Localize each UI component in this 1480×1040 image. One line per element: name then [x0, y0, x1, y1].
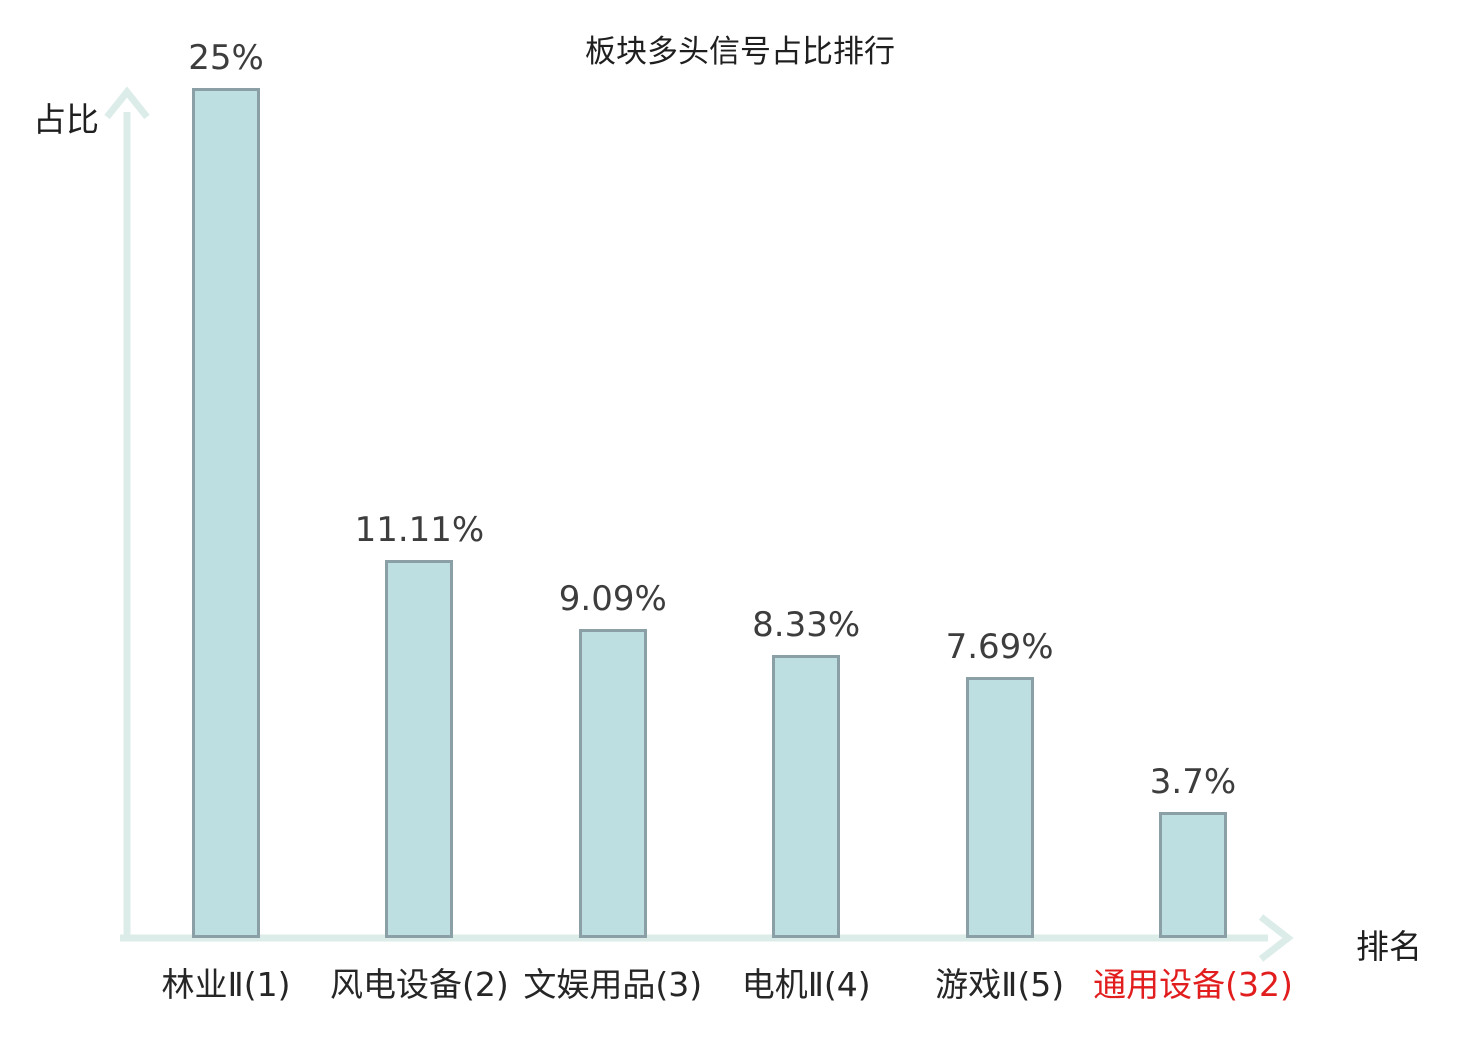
bar-value-label: 8.33% — [752, 604, 861, 645]
bar — [578, 628, 647, 938]
bar-value-label: 3.7% — [1149, 762, 1237, 803]
y-axis-label: 占比 — [33, 100, 99, 139]
bar — [385, 560, 454, 938]
bar — [772, 654, 841, 938]
category-label: 电机Ⅱ(4) — [741, 965, 871, 1004]
category-label: 文娱用品(3) — [523, 965, 703, 1004]
bar — [192, 88, 260, 938]
x-axis-arrow-icon — [1258, 914, 1294, 962]
bar-value-label: 25% — [188, 38, 264, 78]
y-axis-arrow-icon — [104, 86, 150, 120]
bar — [965, 676, 1034, 938]
category-label-highlighted: 通用设备(32) — [1093, 965, 1293, 1004]
chart-title: 板块多头信号占比排行 — [585, 34, 895, 70]
bar-value-label: 9.09% — [558, 578, 667, 619]
bar — [1159, 812, 1227, 938]
bar-value-label: 11.11% — [354, 510, 485, 551]
bar-value-label: 7.69% — [945, 626, 1054, 667]
category-label: 风电设备(2) — [330, 965, 509, 1004]
x-axis-label: 排名 — [1356, 927, 1422, 966]
category-label: 林业Ⅱ(1) — [161, 965, 291, 1004]
category-label: 游戏Ⅱ(5) — [935, 965, 1065, 1004]
